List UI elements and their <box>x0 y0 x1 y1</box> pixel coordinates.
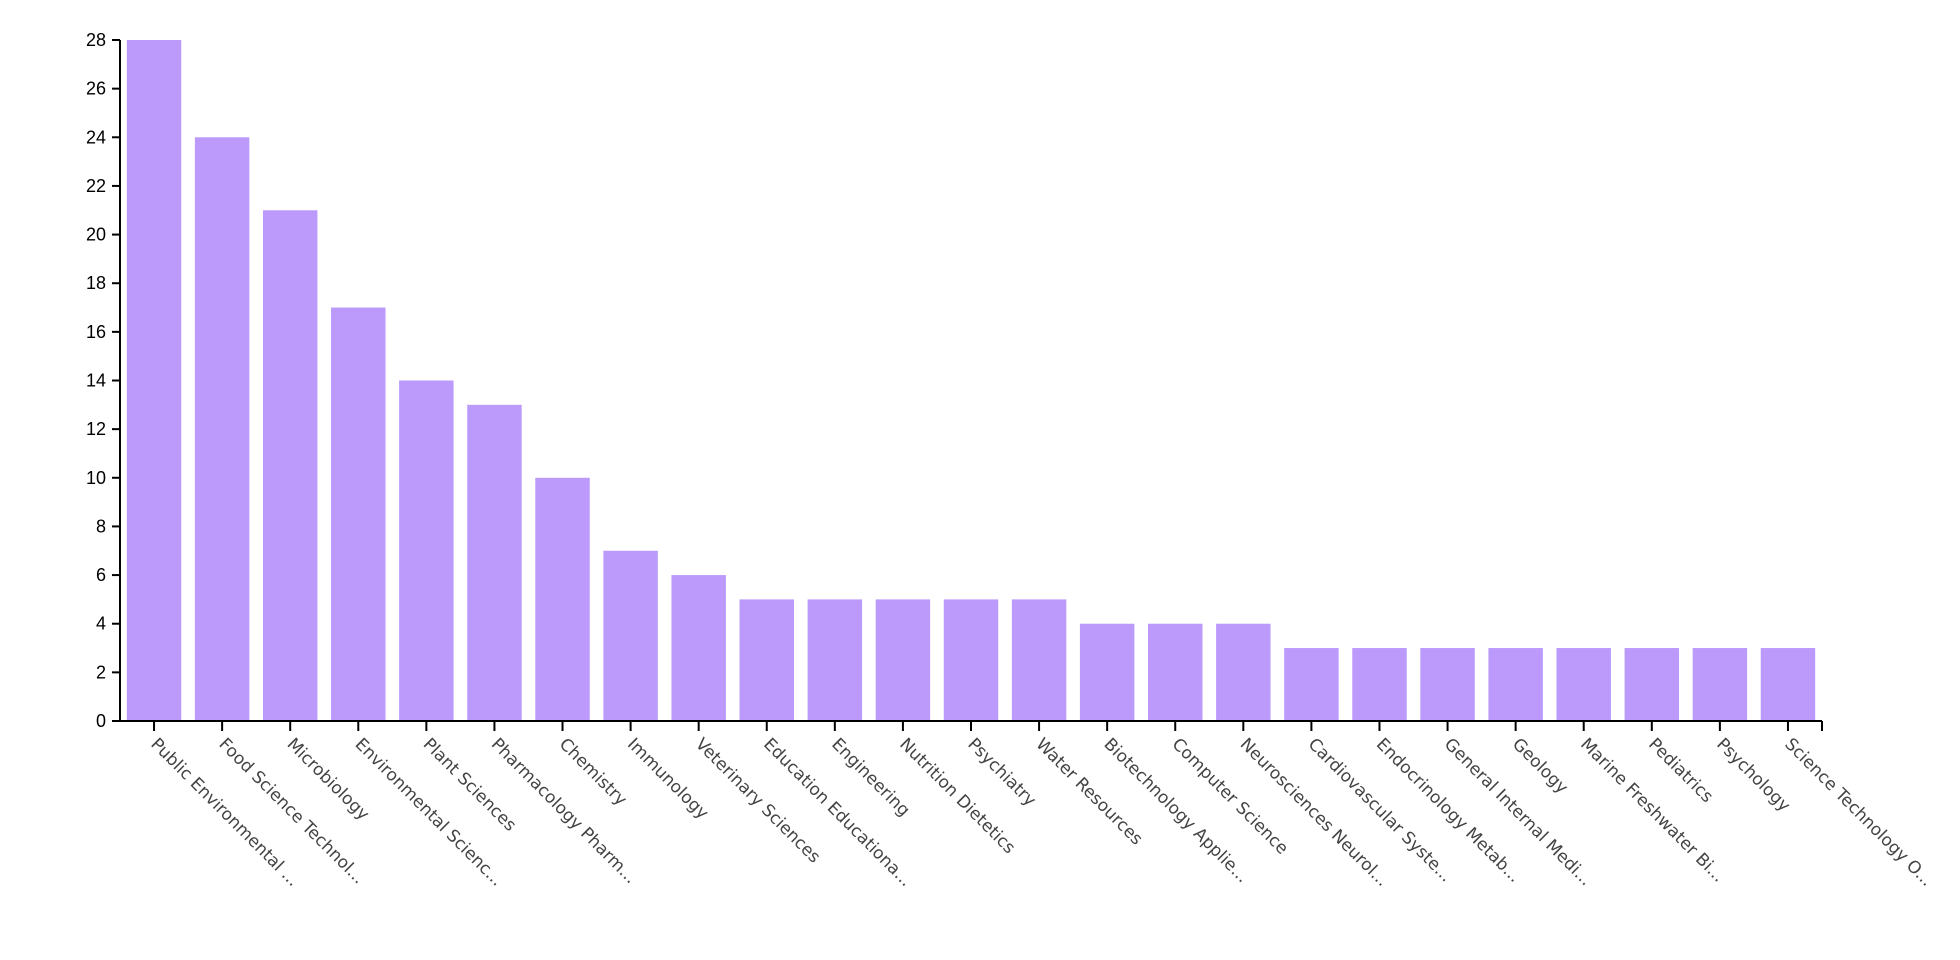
bar-21 <box>1556 648 1611 721</box>
bar-20 <box>1488 648 1543 721</box>
bar-2 <box>262 210 318 721</box>
x-tick-label: Computer Science <box>1168 734 1292 858</box>
bar-1 <box>194 137 250 722</box>
bar-18 <box>1352 648 1407 721</box>
y-tick-label: 14 <box>86 371 106 391</box>
y-tick-label: 18 <box>86 273 106 293</box>
bar-19 <box>1420 648 1475 721</box>
bar-16 <box>1216 623 1271 721</box>
bar-17 <box>1284 648 1339 721</box>
x-tick-label: Pediatrics <box>1644 734 1717 807</box>
x-tick-label: Marine Freshwater Bi... <box>1576 734 1728 886</box>
bar-23 <box>1692 648 1748 721</box>
bar-9 <box>739 599 794 721</box>
bar-10 <box>807 599 863 721</box>
y-tick-label: 16 <box>86 322 106 342</box>
y-tick-label: 10 <box>86 468 106 488</box>
bar-0 <box>126 40 182 721</box>
y-tick-label: 0 <box>96 711 106 731</box>
bar-22 <box>1624 648 1680 721</box>
bar-14 <box>1079 623 1135 721</box>
x-tick-label: Veterinary Sciences <box>691 734 824 867</box>
x-tick-label: Geology <box>1508 734 1572 798</box>
y-tick-label: 22 <box>86 176 106 196</box>
y-tick-label: 12 <box>86 419 106 439</box>
x-tick-label: Nutrition Dietetics <box>895 734 1019 858</box>
bar-13 <box>1011 599 1067 721</box>
bar-4 <box>399 380 454 721</box>
y-tick-label: 24 <box>86 127 106 147</box>
y-tick-label: 26 <box>86 79 106 99</box>
y-tick-label: 20 <box>86 225 106 245</box>
y-tick-label: 4 <box>96 614 106 634</box>
bar-12 <box>943 599 999 721</box>
bar-6 <box>535 477 590 721</box>
y-tick-label: 6 <box>96 565 106 585</box>
bar-5 <box>467 404 522 721</box>
bar-7 <box>603 550 658 721</box>
bars-group <box>126 40 1816 722</box>
bar-3 <box>331 307 386 721</box>
bar-15 <box>1148 623 1203 721</box>
x-tick-label: Science Technology O... <box>1780 734 1936 890</box>
x-axis: Public Environmental ...Food Science Tec… <box>120 720 1937 891</box>
y-tick-label: 2 <box>96 662 106 682</box>
bar-11 <box>875 599 931 721</box>
bar-8 <box>671 575 726 721</box>
y-tick-label: 28 <box>86 30 106 50</box>
y-tick-label: 8 <box>96 516 106 536</box>
bar-24 <box>1760 648 1816 721</box>
